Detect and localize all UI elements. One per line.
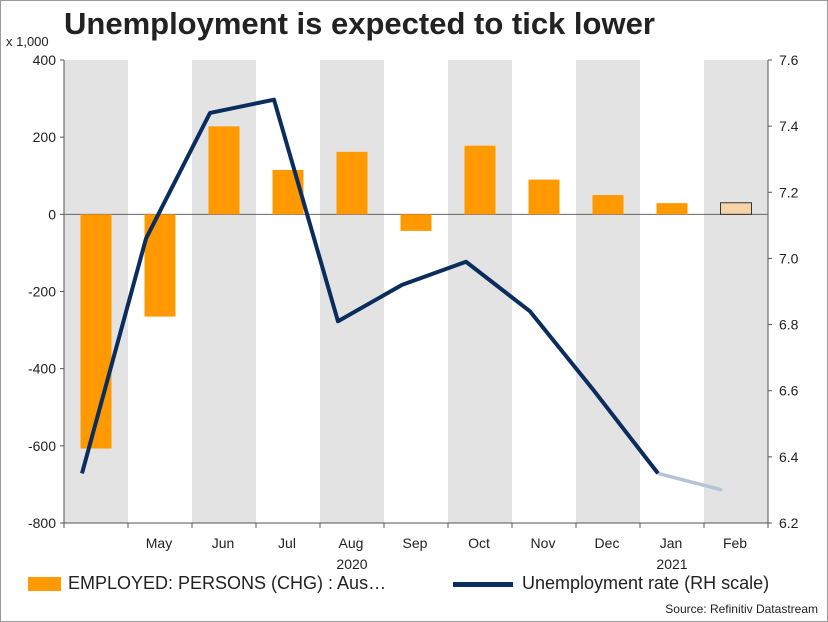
x-tick-label: May xyxy=(146,535,172,551)
source-note: Source: Refinitiv Datastream xyxy=(665,602,818,616)
x-tick-label: Sep xyxy=(403,535,428,551)
x-tick-label: Feb xyxy=(723,535,747,551)
axis-labels: 400 200 0 -200 -400 -600 -800 7.6 7.4 7.2 7.0 6.8 6.… xyxy=(28,52,799,572)
legend-bar-label: EMPLOYED: PERSONS (CHG) : Aus… xyxy=(68,573,387,593)
x-tick-label: Jun xyxy=(212,535,235,551)
right-tick-label: 7.4 xyxy=(779,118,799,134)
right-tick-label: 6.8 xyxy=(779,317,799,333)
x-tick-label: Dec xyxy=(595,535,620,551)
band-feb xyxy=(704,60,768,523)
alternating-bands xyxy=(64,60,768,523)
x-tick-label: Nov xyxy=(531,535,556,551)
year-label: 2020 xyxy=(336,556,367,572)
legend-line-swatch xyxy=(453,582,513,587)
left-axis-unit-label: x 1,000 xyxy=(6,34,49,49)
x-tick-label: Oct xyxy=(468,535,490,551)
band-dec xyxy=(576,60,640,523)
unemployment-actual-line xyxy=(80,97,660,475)
year-label: 2021 xyxy=(656,556,687,572)
right-tick-label: 7.6 xyxy=(779,52,799,68)
left-tick-label: 200 xyxy=(33,129,57,145)
employment-bars xyxy=(80,126,752,449)
bar-nov xyxy=(528,179,560,215)
right-tick-label: 7.2 xyxy=(779,184,799,200)
bar-aug xyxy=(336,151,368,215)
bar-oct xyxy=(464,145,496,215)
right-tick-label: 6.4 xyxy=(779,449,799,465)
unemployment-line xyxy=(80,97,723,492)
chart-title: Unemployment is expected to tick lower xyxy=(64,6,655,41)
right-tick-label: 7.0 xyxy=(779,250,799,266)
x-tick-label: Jan xyxy=(660,535,683,551)
bar-jan xyxy=(656,203,688,215)
left-tick-label: -800 xyxy=(28,515,56,531)
left-tick-label: -400 xyxy=(28,361,56,377)
right-tick-label: 6.6 xyxy=(779,383,799,399)
legend-bar-swatch xyxy=(28,577,61,591)
left-tick-label: -200 xyxy=(28,284,56,300)
bar-jun xyxy=(208,126,240,215)
left-tick-label: -600 xyxy=(28,438,56,454)
bar-sep xyxy=(400,214,432,231)
legend-line-label: Unemployment rate (RH scale) xyxy=(522,573,770,593)
bar-apr xyxy=(80,214,112,449)
bar-dec xyxy=(592,195,624,215)
x-tick-label: Jul xyxy=(278,535,296,551)
right-tick-label: 6.2 xyxy=(779,515,799,531)
left-tick-label: 0 xyxy=(48,206,56,222)
left-tick-label: 400 xyxy=(33,52,57,68)
bar-feb xyxy=(720,202,752,215)
unemployment-forecast-line xyxy=(657,471,723,492)
x-tick-label: Aug xyxy=(339,535,364,551)
